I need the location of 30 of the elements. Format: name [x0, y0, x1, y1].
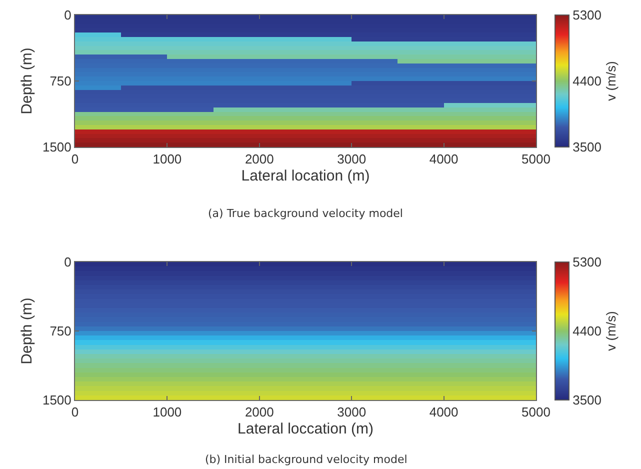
y-axis-title: Depth (m): [18, 298, 36, 364]
x-tick-label: 5000: [522, 152, 550, 167]
color-bar-label: 5300: [572, 8, 602, 23]
x-tick-label: 4000: [429, 152, 458, 167]
y-axis-title: Depth (m): [18, 48, 36, 114]
color-bar-label: 3500: [572, 140, 602, 155]
x-tick-label: 2000: [244, 152, 274, 167]
y-tick-label: 750: [50, 324, 72, 339]
y-tick-label: 1500: [42, 140, 72, 155]
color-bar-title: v (m/s): [604, 61, 619, 101]
color-bar-title: v (m/s): [604, 311, 619, 351]
x-tick-label: 3000: [337, 152, 366, 167]
color-bar-label: 4400: [572, 324, 602, 339]
text: (a) True background velocity model: [208, 207, 403, 220]
y-tick-label: 1500: [42, 392, 72, 408]
y-tick-label: 750: [50, 74, 72, 89]
x-tick-label: 2000: [244, 404, 274, 420]
x-tick-label: 1000: [152, 404, 182, 420]
color-bar-label: 5300: [572, 254, 602, 270]
text: (b) Initial background velocity model: [205, 453, 408, 466]
x-axis-title: Lateral location (m): [241, 168, 370, 185]
x-tick-label: 5000: [522, 404, 550, 420]
color-bar-label: 4400: [572, 74, 602, 89]
y-tick-label: 0: [64, 254, 72, 270]
y-tick-label: 0: [64, 8, 72, 23]
x-tick-label: 1000: [152, 152, 182, 167]
color-bar-label: 3500: [572, 392, 602, 408]
x-tick-label: 3000: [337, 404, 366, 420]
x-tick-label: 4000: [429, 404, 458, 420]
x-axis-title: Lateral loccation (m): [238, 420, 374, 438]
